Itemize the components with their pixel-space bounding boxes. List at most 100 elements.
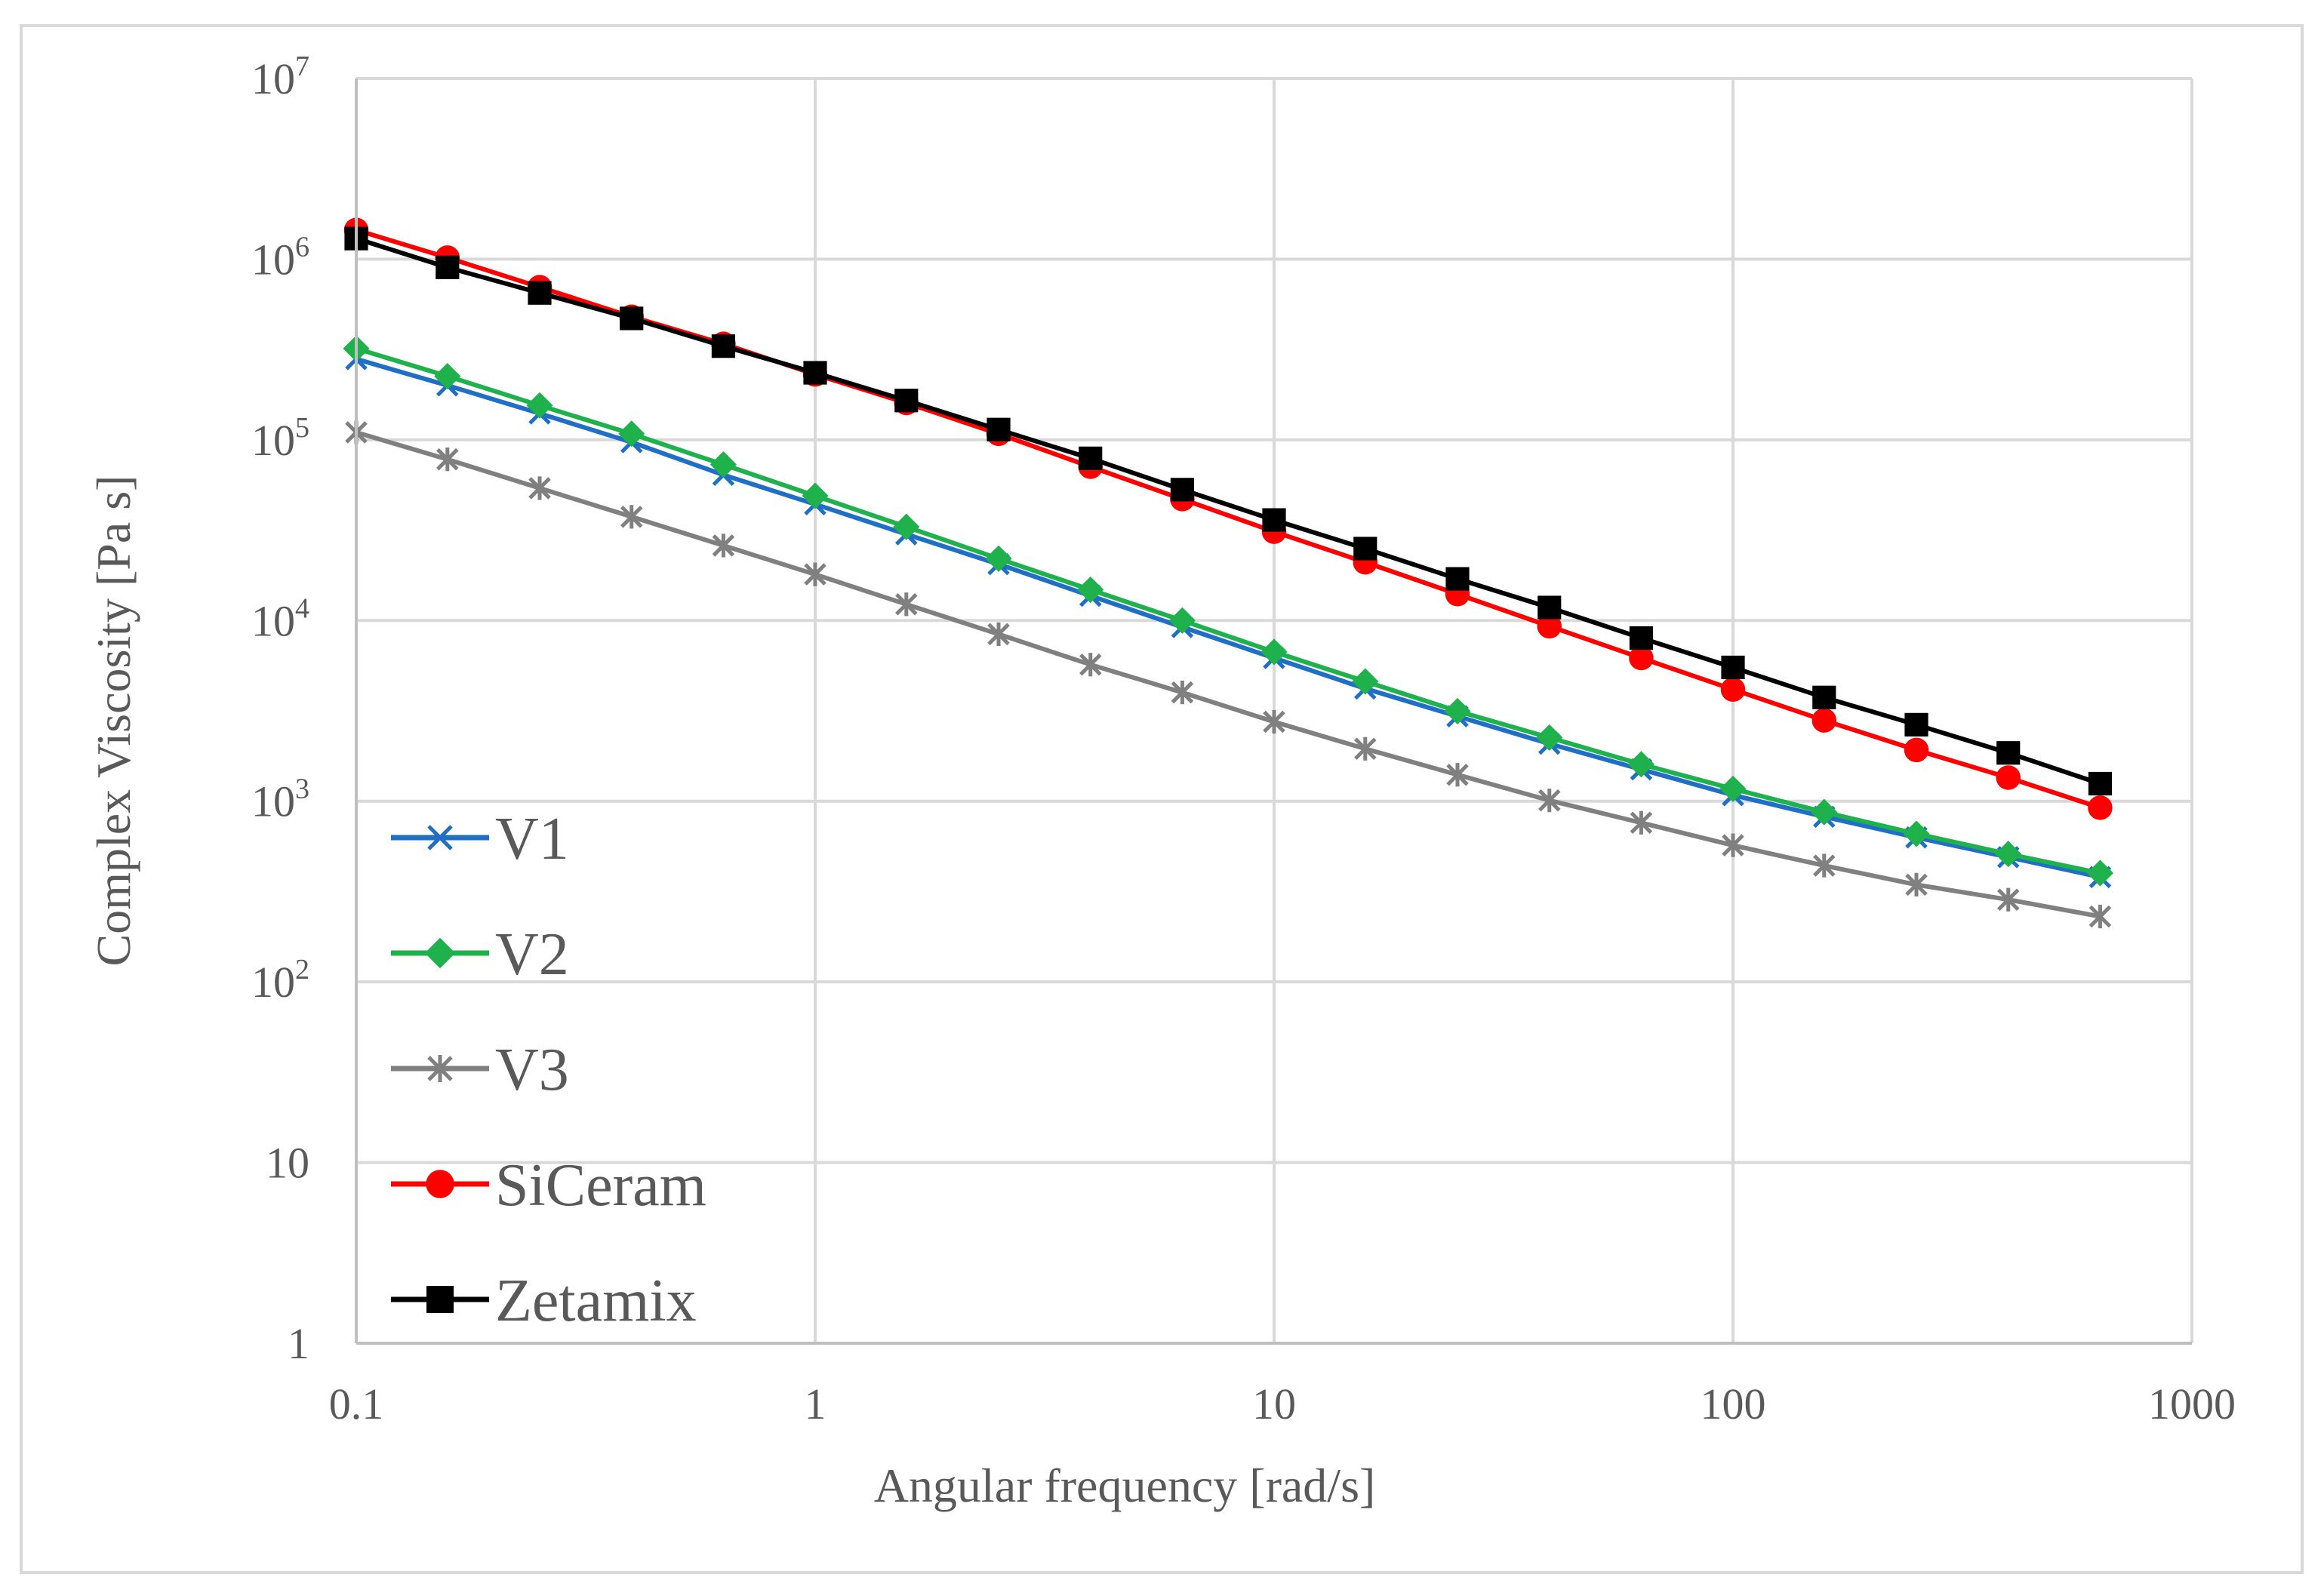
marker-diamond [1536,724,1563,751]
marker-star [427,1055,453,1082]
marker-star [1996,887,2020,912]
marker-square [1996,741,2021,765]
marker-square [2088,771,2113,796]
marker-star [1538,789,1561,813]
marker-circle [1537,613,1562,639]
series-group [343,217,2113,929]
legend-label: V2 [495,921,569,988]
marker-star [1446,763,1469,787]
x-tick-label: 100 [1701,1379,1766,1428]
marker-square [436,255,460,279]
legend-item-v3: V3 [391,1037,569,1103]
marker-star [1263,709,1285,734]
marker-square [1904,712,1928,736]
marker-circle [1629,645,1654,671]
series-line [356,346,2101,875]
marker-circle [2088,795,2113,820]
marker-star [1630,810,1653,835]
marker-star [712,534,735,558]
marker-square [1079,446,1103,470]
marker-diamond [434,362,461,390]
series-v2 [343,335,2113,887]
marker-diamond [526,392,553,419]
marker-star [620,505,643,529]
chart-border [20,24,2304,1574]
marker-diamond [985,545,1012,572]
marker-square [1538,595,1562,620]
marker-star [2089,904,2112,929]
marker-star [895,592,918,617]
x-axis-title: Angular frequency [rad/s] [874,1459,1376,1512]
marker-circle [1811,708,1837,733]
legend-item-zetamix: Zetamix [391,1268,697,1334]
series-line [356,236,2101,786]
marker-circle [426,1170,454,1198]
marker-diamond [1995,841,2022,868]
marker-star [1722,833,1744,857]
series-line [356,430,2101,919]
legend-label: SiCeram [495,1152,706,1219]
marker-diamond [1444,697,1471,724]
marker-diamond [802,482,829,509]
marker-diamond [893,513,920,540]
marker-square [1721,655,1745,680]
y-tick-label: 1 [288,1319,309,1368]
marker-diamond [1719,775,1747,802]
marker-square [1445,567,1470,591]
y-tick-label: 106 [251,231,309,284]
marker-diamond [710,451,737,478]
marker-diamond [1627,751,1655,778]
marker-circle [1996,765,2021,790]
legend-label: Zetamix [495,1268,697,1334]
marker-circle [1720,677,1746,702]
legend-item-v2: V2 [391,921,569,988]
y-tick-label: 107 [251,51,309,103]
marker-square [987,417,1011,441]
axes: 0.1 1 10 100 1000 1 10 102 103 104 105 106 107 [251,51,2236,1428]
marker-star [1354,736,1377,761]
marker-square [711,334,736,358]
marker-square [803,361,827,385]
y-axis-title: Complex Viscosity [Pa s] [87,475,140,967]
y-tick-label: 10 [266,1139,309,1188]
marker-star [1171,680,1194,705]
marker-diamond [1261,638,1288,666]
marker-diamond [2086,860,2113,887]
y-tick-label: 102 [251,954,309,1007]
marker-square [1262,508,1286,532]
x-tick-label: 0.1 [329,1379,384,1428]
marker-diamond [1811,798,1838,826]
marker-square [1170,478,1195,502]
marker-square [620,306,644,331]
marker-diamond [1352,668,1379,695]
x-tick-label: 10 [1252,1379,1296,1428]
marker-x [427,825,453,850]
x-tick-label: 1 [805,1379,826,1428]
series-zetamix [344,226,2113,796]
marker-stroke [427,825,453,850]
series-line [356,356,2101,880]
marker-star [1905,872,1928,896]
marker-star [1079,653,1102,677]
legend: V1 V2 V3 SiCeram Zetamix [391,806,706,1334]
marker-square [1629,626,1654,650]
marker-square [1812,685,1836,709]
legend-item-siceram: SiCeram [391,1152,706,1219]
marker-star [436,447,459,472]
marker-star [804,562,826,586]
marker-diamond [1168,607,1196,634]
legend-label: V3 [495,1037,569,1103]
marker-diamond [618,420,645,447]
marker-diamond [424,937,456,969]
marker-diamond [1077,576,1104,604]
marker-square [426,1286,454,1313]
marker-square [1353,537,1377,561]
marker-square [894,389,919,413]
y-tick-label: 104 [251,592,309,645]
x-tick-label: 1000 [2148,1379,2236,1428]
marker-star [987,622,1010,647]
marker-star [528,476,551,500]
legend-item-v1: V1 [391,806,569,872]
